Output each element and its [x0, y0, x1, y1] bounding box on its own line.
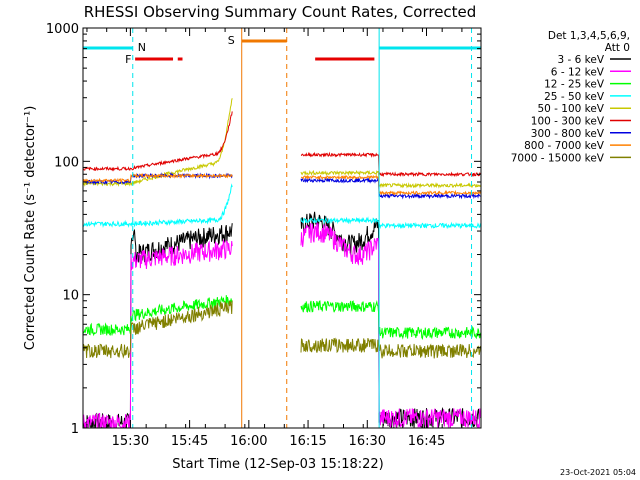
axes-layer: 1 10 100 1000 15:30 15:45 16:00 16:15 16:30 16:45: [46, 22, 481, 449]
legend-header-line1: Det 1,3,4,5,6,9,: [548, 30, 630, 42]
x-tick-label: 16:30: [349, 434, 386, 449]
series-line: [83, 172, 481, 196]
legend-entry-label: 50 - 100 keV: [537, 103, 604, 115]
series-line: [83, 300, 481, 359]
night-flag-label: N: [138, 41, 146, 54]
chart-title: RHESSI Observing Summary Count Rates, Co…: [84, 3, 477, 21]
legend-entry-label: 25 - 50 keV: [544, 91, 605, 103]
legend-entry-label: 300 - 800 keV: [531, 128, 605, 140]
x-tick-label: 16:15: [289, 434, 326, 449]
series-line: [83, 111, 481, 178]
x-tick-label: 16:45: [408, 434, 445, 449]
saa-flag-label: S: [228, 34, 235, 47]
footer-date: 23-Oct-2021 05:04: [560, 468, 636, 477]
legend-entry-label: 12 - 25 keV: [544, 79, 605, 91]
series-line: [83, 183, 481, 230]
series-line: [83, 295, 481, 341]
x-tick-label: 15:45: [171, 434, 208, 449]
flare-flag-label: F: [125, 53, 131, 66]
y-tick-label: 100: [54, 155, 79, 170]
plot-area: NF S: [82, 27, 482, 429]
series-line: [83, 211, 481, 428]
legend-entry-label: 100 - 300 keV: [531, 116, 605, 128]
series-line: [83, 222, 481, 428]
legend-entry-label: 7000 - 15000 keV: [511, 152, 605, 164]
flag-layer: NF S: [83, 28, 481, 428]
y-tick-label: 10: [62, 289, 79, 304]
y-axis-label: Corrected Count Rate (s⁻¹ detector⁻¹): [23, 106, 38, 351]
y-tick-label: 1000: [46, 22, 79, 37]
legend-entry-label: 3 - 6 keV: [557, 54, 604, 66]
x-tick-label: 15:30: [112, 434, 149, 449]
y-tick-label: 1: [71, 422, 79, 437]
legend-entry-label: 6 - 12 keV: [551, 66, 605, 78]
series-line: [83, 98, 481, 189]
x-tick-label: 16:00: [230, 434, 267, 449]
plot-frame: [82, 27, 482, 429]
x-axis-label: Start Time (12-Sep-03 15:18:22): [172, 457, 383, 472]
legend-header-line2: Att 0: [605, 42, 630, 54]
series-layer: [83, 98, 481, 428]
legend-entry-label: 800 - 7000 keV: [524, 140, 605, 152]
